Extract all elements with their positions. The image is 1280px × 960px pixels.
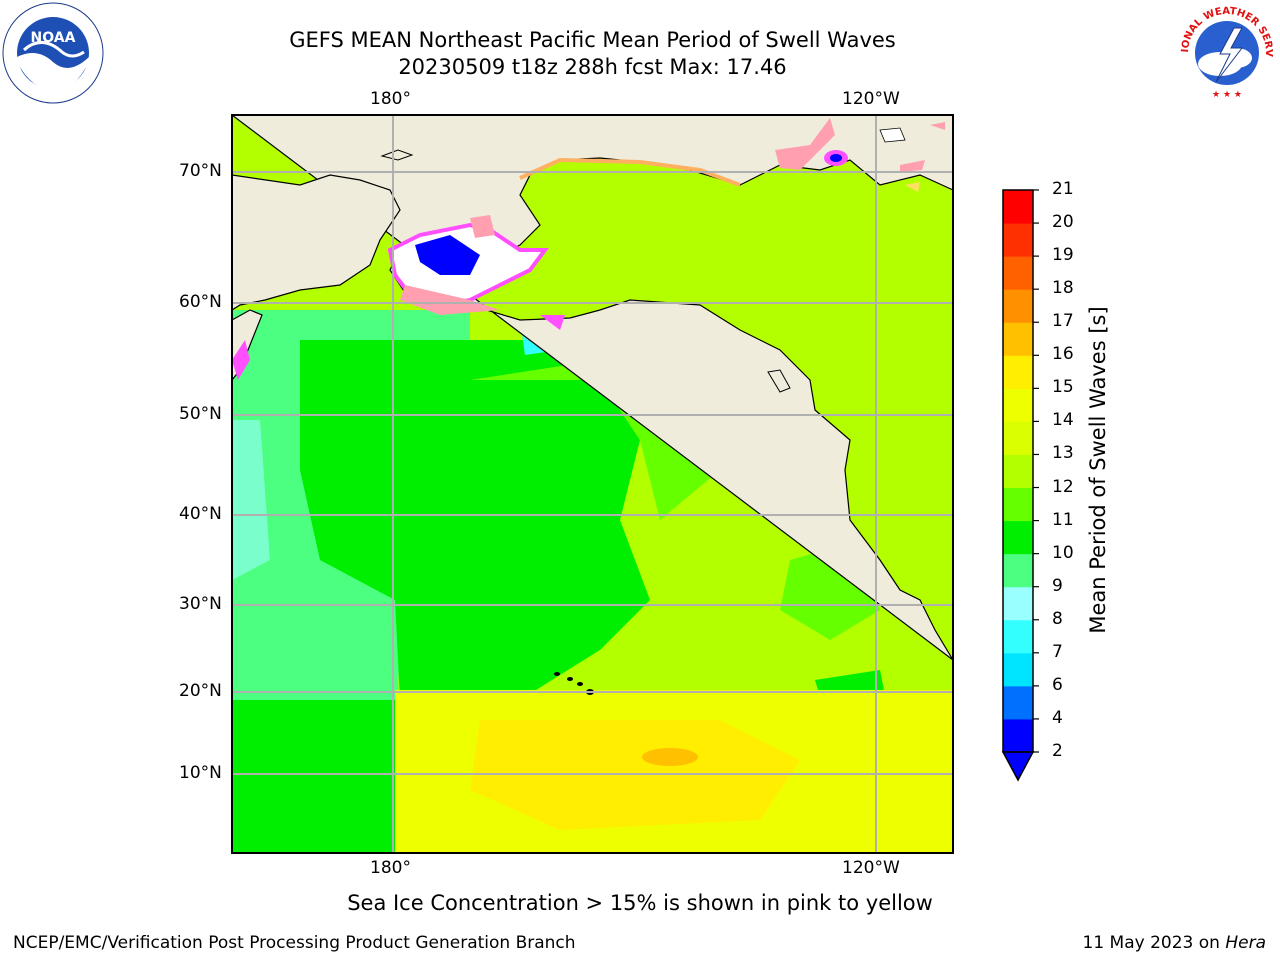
field-16-17 bbox=[642, 748, 698, 766]
colorbar-tick-label: 2 bbox=[1052, 741, 1063, 761]
field-10-11 bbox=[300, 340, 650, 700]
chart-subtitle: 20230509 t18z 288h fcst Max: 17.46 bbox=[398, 55, 787, 79]
colorbar-extension bbox=[1001, 751, 1035, 782]
footer-credit: NCEP/EMC/Verification Post Processing Pr… bbox=[13, 933, 576, 953]
lat-label-60n: 60°N bbox=[179, 292, 222, 312]
field-8-9 bbox=[232, 420, 270, 580]
lat-label-40n: 40°N bbox=[179, 504, 222, 524]
lat-label-20n: 20°N bbox=[179, 681, 222, 701]
footer-system-name: Hera bbox=[1225, 933, 1266, 953]
colorbar-segment bbox=[1003, 487, 1033, 522]
lat-label-50n: 50°N bbox=[179, 404, 222, 424]
noaa-logo: NOAA bbox=[2, 2, 104, 104]
footer-date-text: 11 May 2023 on bbox=[1082, 933, 1226, 953]
lon-label-bottom-180: 180° bbox=[370, 858, 411, 878]
colorbar-segment bbox=[1003, 355, 1033, 389]
colorbar-tick-label: 7 bbox=[1052, 641, 1063, 662]
colorbar-tick-label: 8 bbox=[1052, 608, 1063, 629]
colorbar-segment bbox=[1003, 223, 1033, 257]
colorbar-tick-label: 14 bbox=[1052, 410, 1074, 431]
colorbar-segment bbox=[1003, 388, 1033, 422]
colorbar-tick-label: 6 bbox=[1052, 674, 1063, 695]
lat-label-70n: 70°N bbox=[179, 161, 222, 181]
lat-label-30n: 30°N bbox=[179, 594, 222, 614]
colorbar-tick-label: 15 bbox=[1052, 377, 1074, 398]
sea-ice-bering bbox=[387, 215, 549, 315]
gridlines bbox=[232, 115, 953, 853]
lat-label-10n: 10°N bbox=[179, 763, 222, 783]
lon-label-top-180: 180° bbox=[370, 89, 411, 109]
arctic-island bbox=[879, 127, 906, 143]
colorbar-tick-label: 9 bbox=[1052, 575, 1063, 596]
colorbar-frame bbox=[1002, 189, 1034, 753]
lon-label-bottom-120w: 120°W bbox=[842, 858, 900, 878]
colorbar-segment bbox=[1003, 454, 1033, 489]
colorbar-tick-label: 19 bbox=[1052, 245, 1074, 266]
field-sw-corner bbox=[232, 780, 395, 853]
colorbar-tick-label: 17 bbox=[1052, 311, 1074, 332]
land-vancouver-island bbox=[767, 369, 791, 393]
colorbar-segment bbox=[1003, 289, 1033, 323]
colorbar-tick-label: 18 bbox=[1052, 278, 1074, 299]
colorbar-label: Mean Period of Swell Waves [s] bbox=[1086, 306, 1110, 634]
nws-logo: NATIONAL WEATHER SERVICE ★ ★ ★ bbox=[1172, 0, 1278, 104]
svg-text:★ ★ ★: ★ ★ ★ bbox=[1212, 90, 1242, 100]
colorbar-segment bbox=[1003, 256, 1033, 290]
colorbar-tick-label: 21 bbox=[1052, 179, 1074, 199]
sea-ice-footnote-text: Sea Ice Concentration > 15% is shown in … bbox=[347, 891, 933, 915]
colorbar-tick-label: 12 bbox=[1052, 476, 1074, 497]
lon-label-top-120w: 120°W bbox=[842, 89, 900, 109]
colorbar-tick-label: 11 bbox=[1052, 509, 1074, 530]
colorbar-segment bbox=[1003, 718, 1033, 753]
colorbar-segment bbox=[1003, 652, 1033, 687]
colorbar-segment bbox=[1003, 586, 1033, 621]
sea-ice-footnote: Sea Ice Concentration > 15% is shown in … bbox=[0, 891, 1280, 915]
map-frame bbox=[231, 114, 954, 854]
colorbar-tick-label: 10 bbox=[1052, 542, 1074, 563]
colorbar-segment bbox=[1003, 520, 1033, 555]
land-siberia bbox=[232, 174, 401, 311]
colorbar-segment bbox=[1003, 421, 1033, 455]
colorbar-tick-label: 4 bbox=[1052, 707, 1063, 728]
footer-date: 11 May 2023 on Hera bbox=[1083, 933, 1267, 953]
sea-ice-arctic bbox=[232, 118, 945, 380]
colorbar-segment bbox=[1003, 685, 1033, 720]
colorbar bbox=[1001, 189, 1039, 782]
colorbar-tick-label: 20 bbox=[1052, 212, 1074, 233]
noaa-logo-text: NOAA bbox=[31, 30, 76, 46]
chart-title: GEFS MEAN Northeast Pacific Mean Period … bbox=[289, 28, 896, 52]
colorbar-segment bbox=[1003, 553, 1033, 588]
colorbar-tick-label: 16 bbox=[1052, 344, 1074, 365]
colorbar-segment bbox=[1003, 322, 1033, 356]
colorbar-segment bbox=[1003, 190, 1033, 224]
colorbar-segment bbox=[1003, 619, 1033, 654]
colorbar-tick-label: 13 bbox=[1052, 443, 1074, 464]
